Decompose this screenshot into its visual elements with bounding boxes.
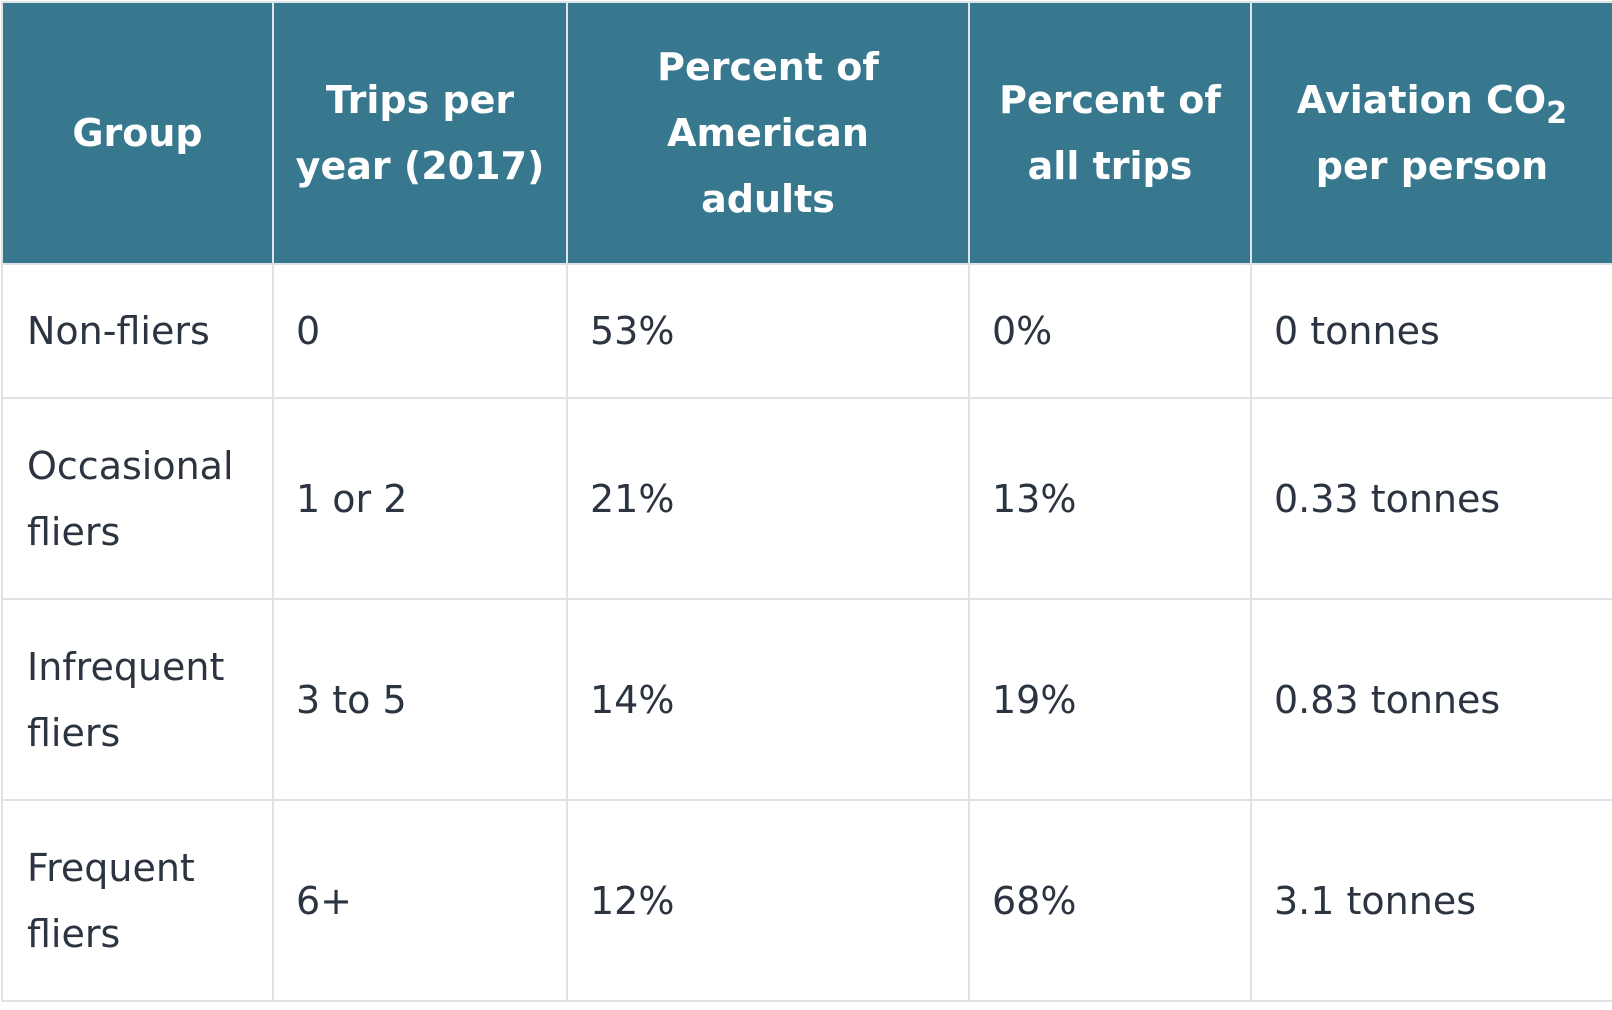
cell-trips: 1 or 2 bbox=[272, 397, 568, 600]
cell-trips: 3 to 5 bbox=[272, 598, 568, 801]
cell-co2: 0.83 tonnes bbox=[1250, 598, 1612, 801]
cell-group: Infrequent fliers bbox=[1, 598, 274, 801]
cell-pct-trips: 13% bbox=[968, 397, 1252, 600]
cell-group: Frequent fliers bbox=[1, 799, 274, 1002]
header-group: Group bbox=[1, 1, 274, 265]
header-aviation-co2: Aviation CO2 per person bbox=[1250, 1, 1612, 265]
cell-pct-adults: 53% bbox=[566, 263, 970, 399]
cell-trips: 6+ bbox=[272, 799, 568, 1002]
header-percent-all-trips: Percent of all trips bbox=[968, 1, 1252, 265]
header-row: Group Trips per year (2017) Percent of A… bbox=[1, 1, 1612, 265]
cell-co2: 0 tonnes bbox=[1250, 263, 1612, 399]
table-row: Occasional fliers 1 or 2 21% 13% 0.33 to… bbox=[1, 397, 1612, 600]
cell-group: Occasional fliers bbox=[1, 397, 274, 600]
cell-pct-trips: 19% bbox=[968, 598, 1252, 801]
cell-co2: 0.33 tonnes bbox=[1250, 397, 1612, 600]
cell-pct-trips: 0% bbox=[968, 263, 1252, 399]
table-row: Infrequent fliers 3 to 5 14% 19% 0.83 to… bbox=[1, 598, 1612, 801]
cell-group: Non-fliers bbox=[1, 263, 274, 399]
cell-pct-adults: 12% bbox=[566, 799, 970, 1002]
table-row: Non-fliers 0 53% 0% 0 tonnes bbox=[1, 263, 1612, 399]
cell-co2: 3.1 tonnes bbox=[1250, 799, 1612, 1002]
cell-trips: 0 bbox=[272, 263, 568, 399]
header-percent-american-adults: Percent of American adults bbox=[566, 1, 970, 265]
table-row: Frequent fliers 6+ 12% 68% 3.1 tonnes bbox=[1, 799, 1612, 1002]
table-body: Non-fliers 0 53% 0% 0 tonnes Occasional … bbox=[1, 263, 1612, 1002]
cell-pct-adults: 14% bbox=[566, 598, 970, 801]
cell-pct-adults: 21% bbox=[566, 397, 970, 600]
table-header: Group Trips per year (2017) Percent of A… bbox=[1, 1, 1612, 265]
header-trips-per-year: Trips per year (2017) bbox=[272, 1, 568, 265]
cell-pct-trips: 68% bbox=[968, 799, 1252, 1002]
